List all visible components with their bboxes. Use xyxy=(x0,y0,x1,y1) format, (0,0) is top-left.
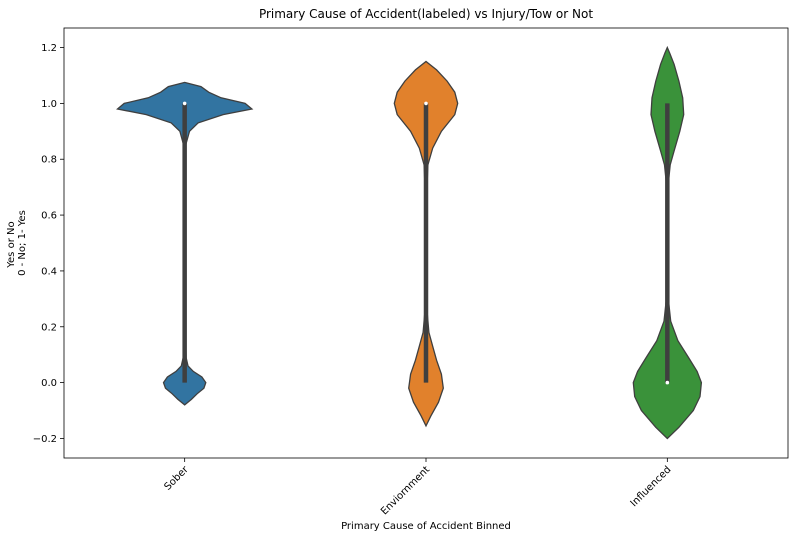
y-axis-label-line-1: Yes or No xyxy=(6,221,17,268)
y-tick-label: 1.0 xyxy=(41,99,57,110)
y-tick-label: 0.0 xyxy=(41,378,57,389)
x-tick-label-influenced: Influenced xyxy=(629,464,674,509)
median-marker-influenced xyxy=(665,380,670,385)
x-axis: Sober Enviornment Influenced xyxy=(162,458,673,517)
y-axis-label: Yes or No 0 - No; 1- Yes xyxy=(6,210,28,276)
y-tick-label: 0.4 xyxy=(41,266,57,277)
x-tick-label-sober: Sober xyxy=(162,464,191,493)
y-tick-label: −0.2 xyxy=(33,434,57,445)
x-axis-label: Primary Cause of Accident Binned xyxy=(341,521,511,532)
y-tick-label: 0.8 xyxy=(41,155,57,166)
y-axis-label-line-2: 0 - No; 1- Yes xyxy=(17,210,28,276)
median-marker-sober xyxy=(182,101,187,106)
y-tick-label: 0.2 xyxy=(41,322,57,333)
plot-area xyxy=(116,45,703,440)
y-axis: −0.2 0.0 0.2 0.4 0.6 0.8 1.0 1.2 xyxy=(33,43,64,445)
chart-title: Primary Cause of Accident(labeled) vs In… xyxy=(259,7,593,21)
y-tick-label: 1.2 xyxy=(41,43,57,54)
y-tick-label: 0.6 xyxy=(41,211,57,222)
median-marker-enviornment xyxy=(424,101,428,106)
x-tick-label-enviornment: Enviornment xyxy=(379,464,432,517)
